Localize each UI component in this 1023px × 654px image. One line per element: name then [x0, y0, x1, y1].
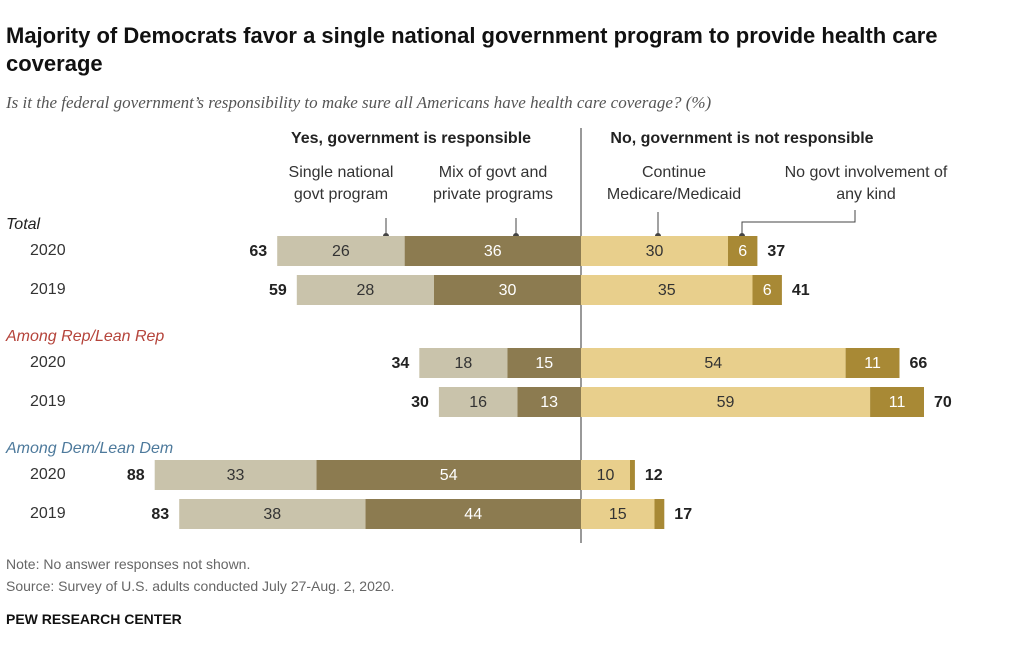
value-label: 11	[864, 355, 881, 372]
bar-segment	[517, 387, 581, 417]
bar-segment	[752, 275, 782, 305]
legend-label: No govt involvement of any kind	[784, 164, 948, 203]
value-label: 33	[227, 467, 245, 484]
value-label: 26	[332, 243, 350, 260]
bar-segment	[845, 348, 900, 378]
legend-label: Single national govt program	[288, 164, 394, 203]
bar-segment	[434, 275, 581, 305]
net-label: 17	[674, 506, 692, 523]
leader	[741, 210, 856, 236]
value-label: 18	[455, 355, 473, 372]
bar-segment	[581, 348, 846, 378]
value-label: 59	[717, 394, 735, 411]
value-label: 15	[535, 355, 553, 372]
right-header: No, government is not responsible	[610, 130, 873, 147]
note: Source: Survey of U.S. adults conducted …	[6, 578, 395, 594]
value-label: 54	[440, 467, 458, 484]
source: PEW RESEARCH CENTER	[6, 611, 182, 627]
value-label: 38	[263, 506, 281, 523]
bar-segment	[296, 275, 434, 305]
group-label: Total	[6, 216, 41, 233]
net-label: 41	[792, 282, 810, 299]
value-label: 30	[499, 282, 517, 299]
bar-segment	[654, 499, 665, 529]
net-label: 12	[645, 467, 663, 484]
value-label: 6	[763, 282, 772, 299]
net-label: 63	[249, 243, 267, 260]
bar-segment	[581, 236, 728, 266]
note: Note: No answer responses not shown.	[6, 556, 251, 572]
net-label: 37	[767, 243, 785, 260]
bar-segment	[404, 236, 581, 266]
bar-segment	[438, 387, 518, 417]
value-label: 36	[484, 243, 502, 260]
row-label: 2019	[30, 393, 66, 410]
bar-segment	[581, 387, 871, 417]
bar-segment	[728, 236, 758, 266]
bar-segment	[365, 499, 581, 529]
legend-label: Continue Medicare/Medicaid	[606, 164, 742, 203]
net-label: 70	[934, 394, 952, 411]
net-label: 30	[411, 394, 429, 411]
bar-segment	[630, 460, 635, 490]
row-label: 2020	[30, 354, 66, 371]
net-label: 83	[151, 506, 169, 523]
net-label: 59	[269, 282, 287, 299]
net-label: 66	[910, 355, 928, 372]
group-label: Among Dem/Lean Dem	[5, 440, 173, 457]
value-label: 13	[540, 394, 558, 411]
value-label: 54	[704, 355, 722, 372]
value-label: 28	[357, 282, 375, 299]
legend-label: Mix of govt and private programs	[432, 164, 554, 203]
bar-segment	[154, 460, 317, 490]
row-label: 2019	[30, 505, 66, 522]
bar-segment	[316, 460, 581, 490]
bar-segment	[870, 387, 924, 417]
value-label: 30	[646, 243, 664, 260]
net-label: 88	[127, 467, 145, 484]
value-label: 35	[658, 282, 676, 299]
bar-segment	[581, 499, 655, 529]
net-label: 34	[392, 355, 410, 372]
bar-segment	[581, 275, 753, 305]
row-label: 2019	[30, 281, 66, 298]
value-label: 6	[738, 243, 747, 260]
row-label: 2020	[30, 466, 66, 483]
chart-title: Majority of Democrats favor a single nat…	[6, 23, 938, 76]
row-label: 2020	[30, 242, 66, 259]
value-label: 15	[609, 506, 627, 523]
value-label: 11	[889, 394, 906, 411]
value-label: 16	[469, 394, 487, 411]
chart-subtitle: Is it the federal government’s responsib…	[6, 93, 712, 112]
legend-leaders	[383, 210, 856, 239]
left-header: Yes, government is responsible	[291, 130, 531, 147]
bar-segment	[277, 236, 405, 266]
bar-segment	[179, 499, 366, 529]
bar-segment	[507, 348, 581, 378]
group-label: Among Rep/Lean Rep	[5, 328, 164, 345]
value-label: 10	[597, 467, 615, 484]
bar-segment	[581, 460, 630, 490]
value-label: 44	[464, 506, 482, 523]
bar-segment	[419, 348, 508, 378]
